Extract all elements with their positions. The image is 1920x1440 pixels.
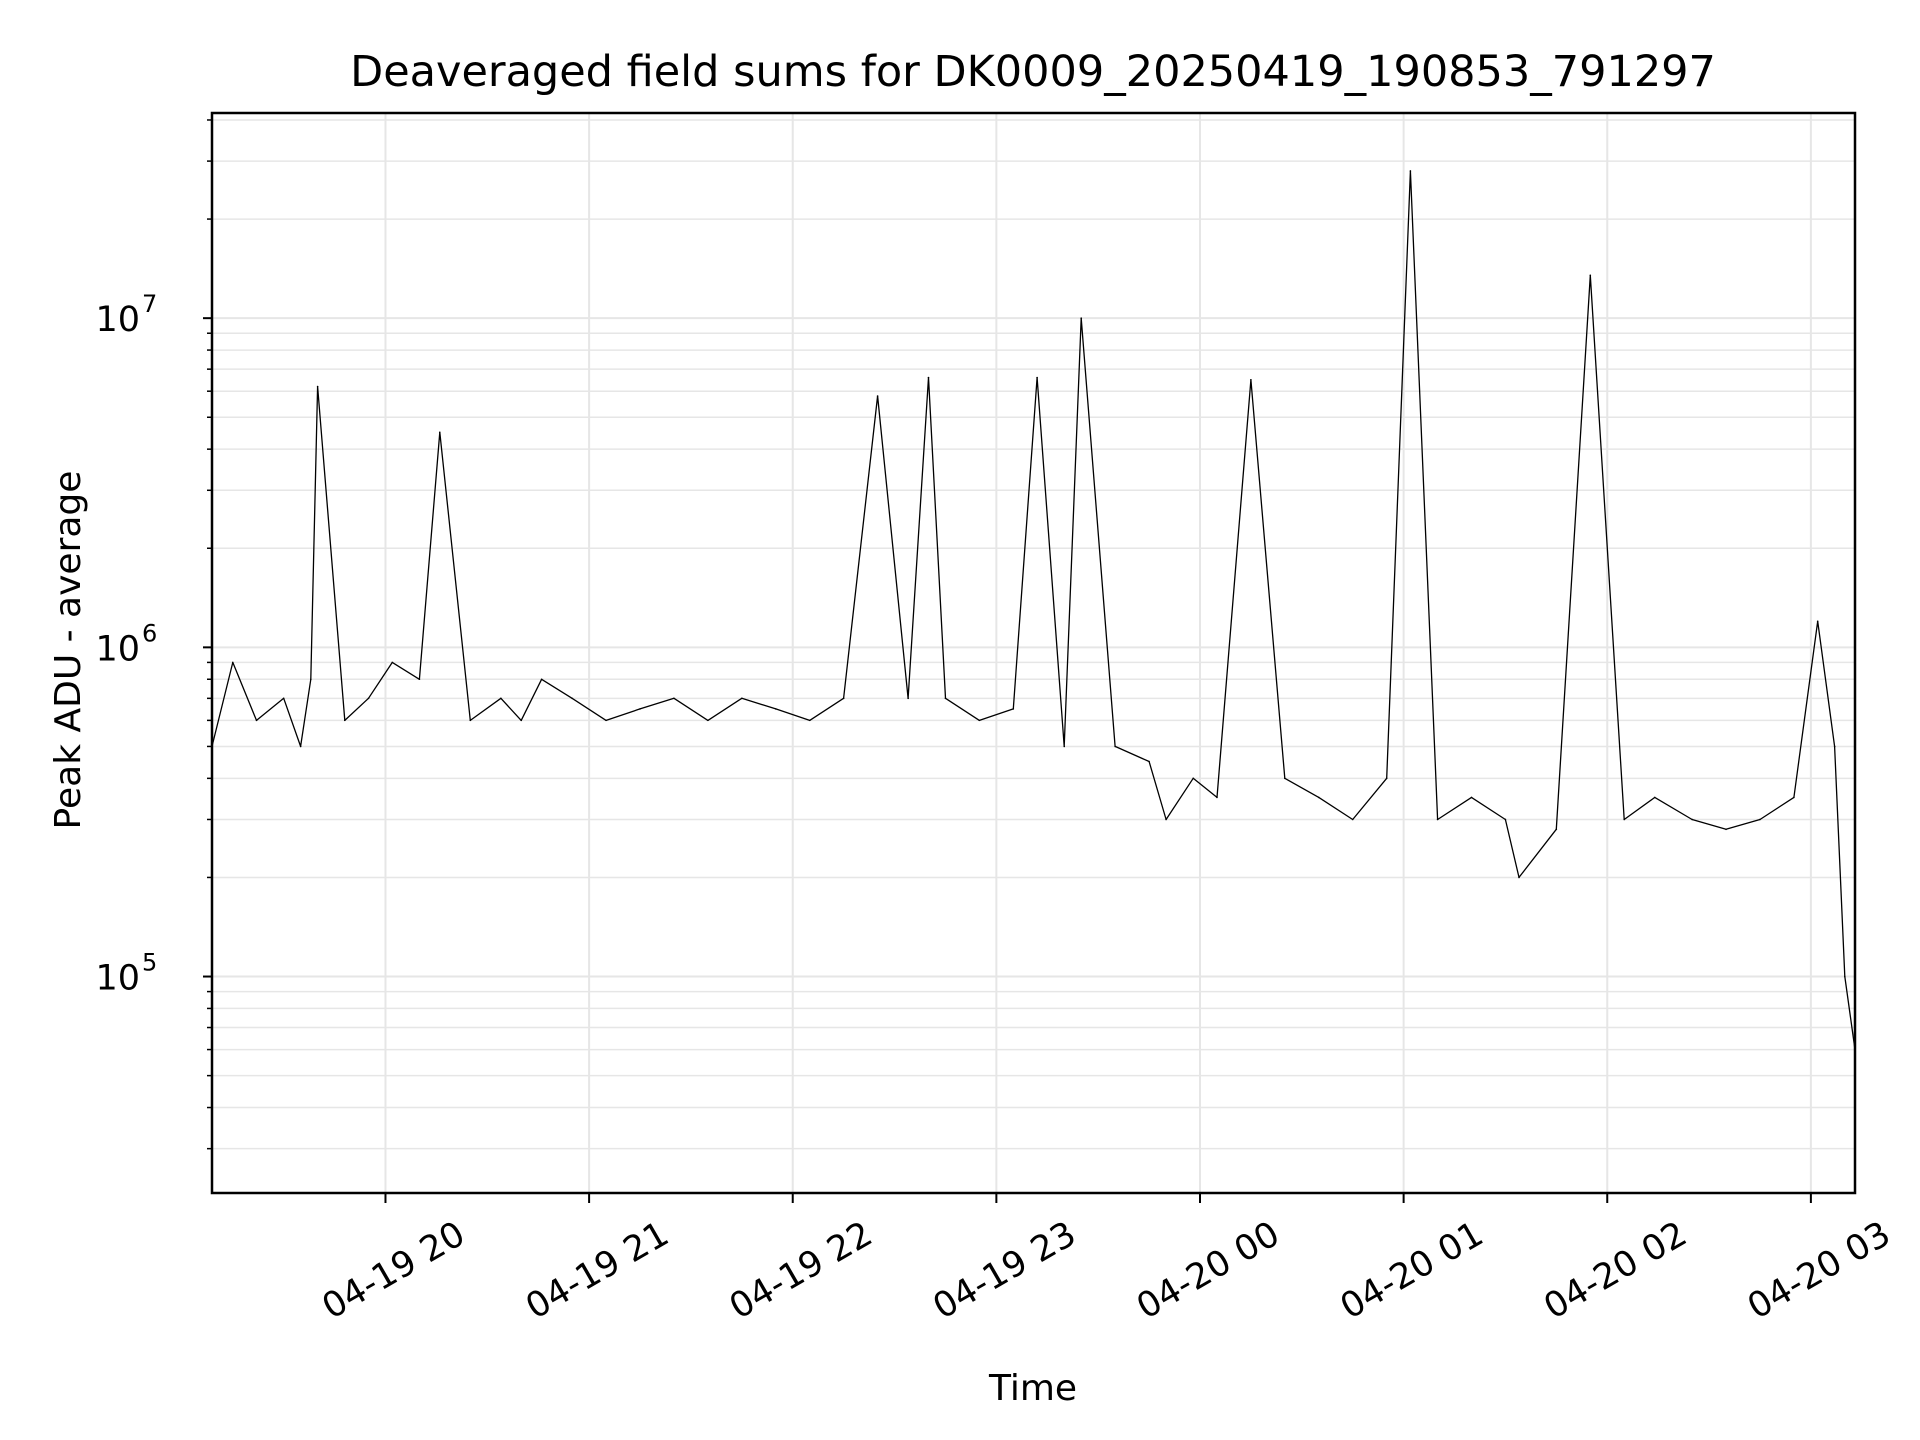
chart-title: Deaveraged field sums for DK0009_2025041… — [350, 47, 1716, 97]
plot-frame — [210, 111, 1857, 1195]
y-tick-base: 10 — [95, 300, 140, 340]
data-point — [1351, 818, 1354, 821]
data-layer — [211, 170, 1856, 1051]
data-point — [1409, 170, 1412, 172]
data-point — [944, 697, 947, 700]
data-point — [1518, 876, 1520, 879]
data-point — [231, 661, 234, 664]
data-point — [808, 719, 811, 722]
grid — [212, 113, 1855, 1193]
data-point — [299, 745, 302, 748]
y-tick-base: 10 — [95, 959, 140, 999]
y-tick-label: 10 — [95, 300, 140, 340]
data-point — [1165, 818, 1167, 821]
data-point — [418, 678, 421, 681]
data-point — [1816, 620, 1819, 623]
data-point — [1036, 376, 1038, 379]
data-point — [673, 697, 675, 700]
data-point — [774, 708, 777, 710]
y-axis-label: Peak ADU - average — [48, 471, 89, 830]
data-point — [1317, 796, 1320, 799]
data-point — [927, 376, 930, 379]
data-point — [1436, 818, 1439, 821]
data-point — [310, 678, 312, 681]
data-point — [571, 697, 573, 700]
data-point — [343, 719, 346, 722]
data-point — [282, 697, 285, 700]
data-point — [1216, 796, 1218, 799]
data-point — [1725, 828, 1727, 831]
data-point — [1844, 975, 1846, 978]
data-point — [1080, 317, 1083, 319]
data-point — [1148, 760, 1150, 763]
y-tick-exponent: 6 — [142, 619, 157, 647]
data-point — [1759, 818, 1761, 821]
data-point — [978, 719, 981, 722]
data-point — [367, 697, 370, 700]
data-point — [1192, 777, 1195, 780]
data-point — [605, 719, 607, 722]
data-point — [1250, 378, 1252, 381]
data-point — [1833, 745, 1836, 748]
data-point — [842, 697, 845, 700]
data-point — [1063, 745, 1066, 748]
data-point — [1114, 745, 1116, 748]
data-point — [1623, 818, 1626, 821]
y-tick-label: 10 — [95, 959, 140, 999]
y-tick-label: 10 — [95, 629, 140, 669]
data-point — [469, 719, 472, 722]
data-point — [391, 661, 394, 664]
data-point — [707, 719, 709, 722]
data-point — [639, 708, 641, 710]
data-point — [1793, 796, 1795, 799]
data-point — [1555, 828, 1558, 831]
data-point — [255, 719, 258, 722]
data-point — [1691, 818, 1693, 821]
data-point — [1012, 708, 1015, 710]
data-point — [438, 431, 441, 434]
data-point — [540, 678, 543, 681]
x-axis-label: Time — [988, 1368, 1077, 1409]
data-point — [316, 385, 319, 388]
data-point — [1589, 274, 1592, 277]
data-point — [1653, 796, 1656, 799]
data-point — [1470, 796, 1473, 799]
y-tick-exponent: 5 — [142, 949, 157, 977]
data-point — [520, 719, 523, 722]
data-point — [1385, 777, 1388, 780]
data-point — [1504, 818, 1507, 821]
data-point — [907, 697, 909, 700]
data-point — [876, 395, 879, 397]
data-point — [1284, 777, 1286, 780]
data-point — [500, 697, 502, 700]
y-tick-exponent: 7 — [142, 290, 157, 318]
y-tick-base: 10 — [95, 629, 140, 669]
data-point — [741, 697, 743, 700]
